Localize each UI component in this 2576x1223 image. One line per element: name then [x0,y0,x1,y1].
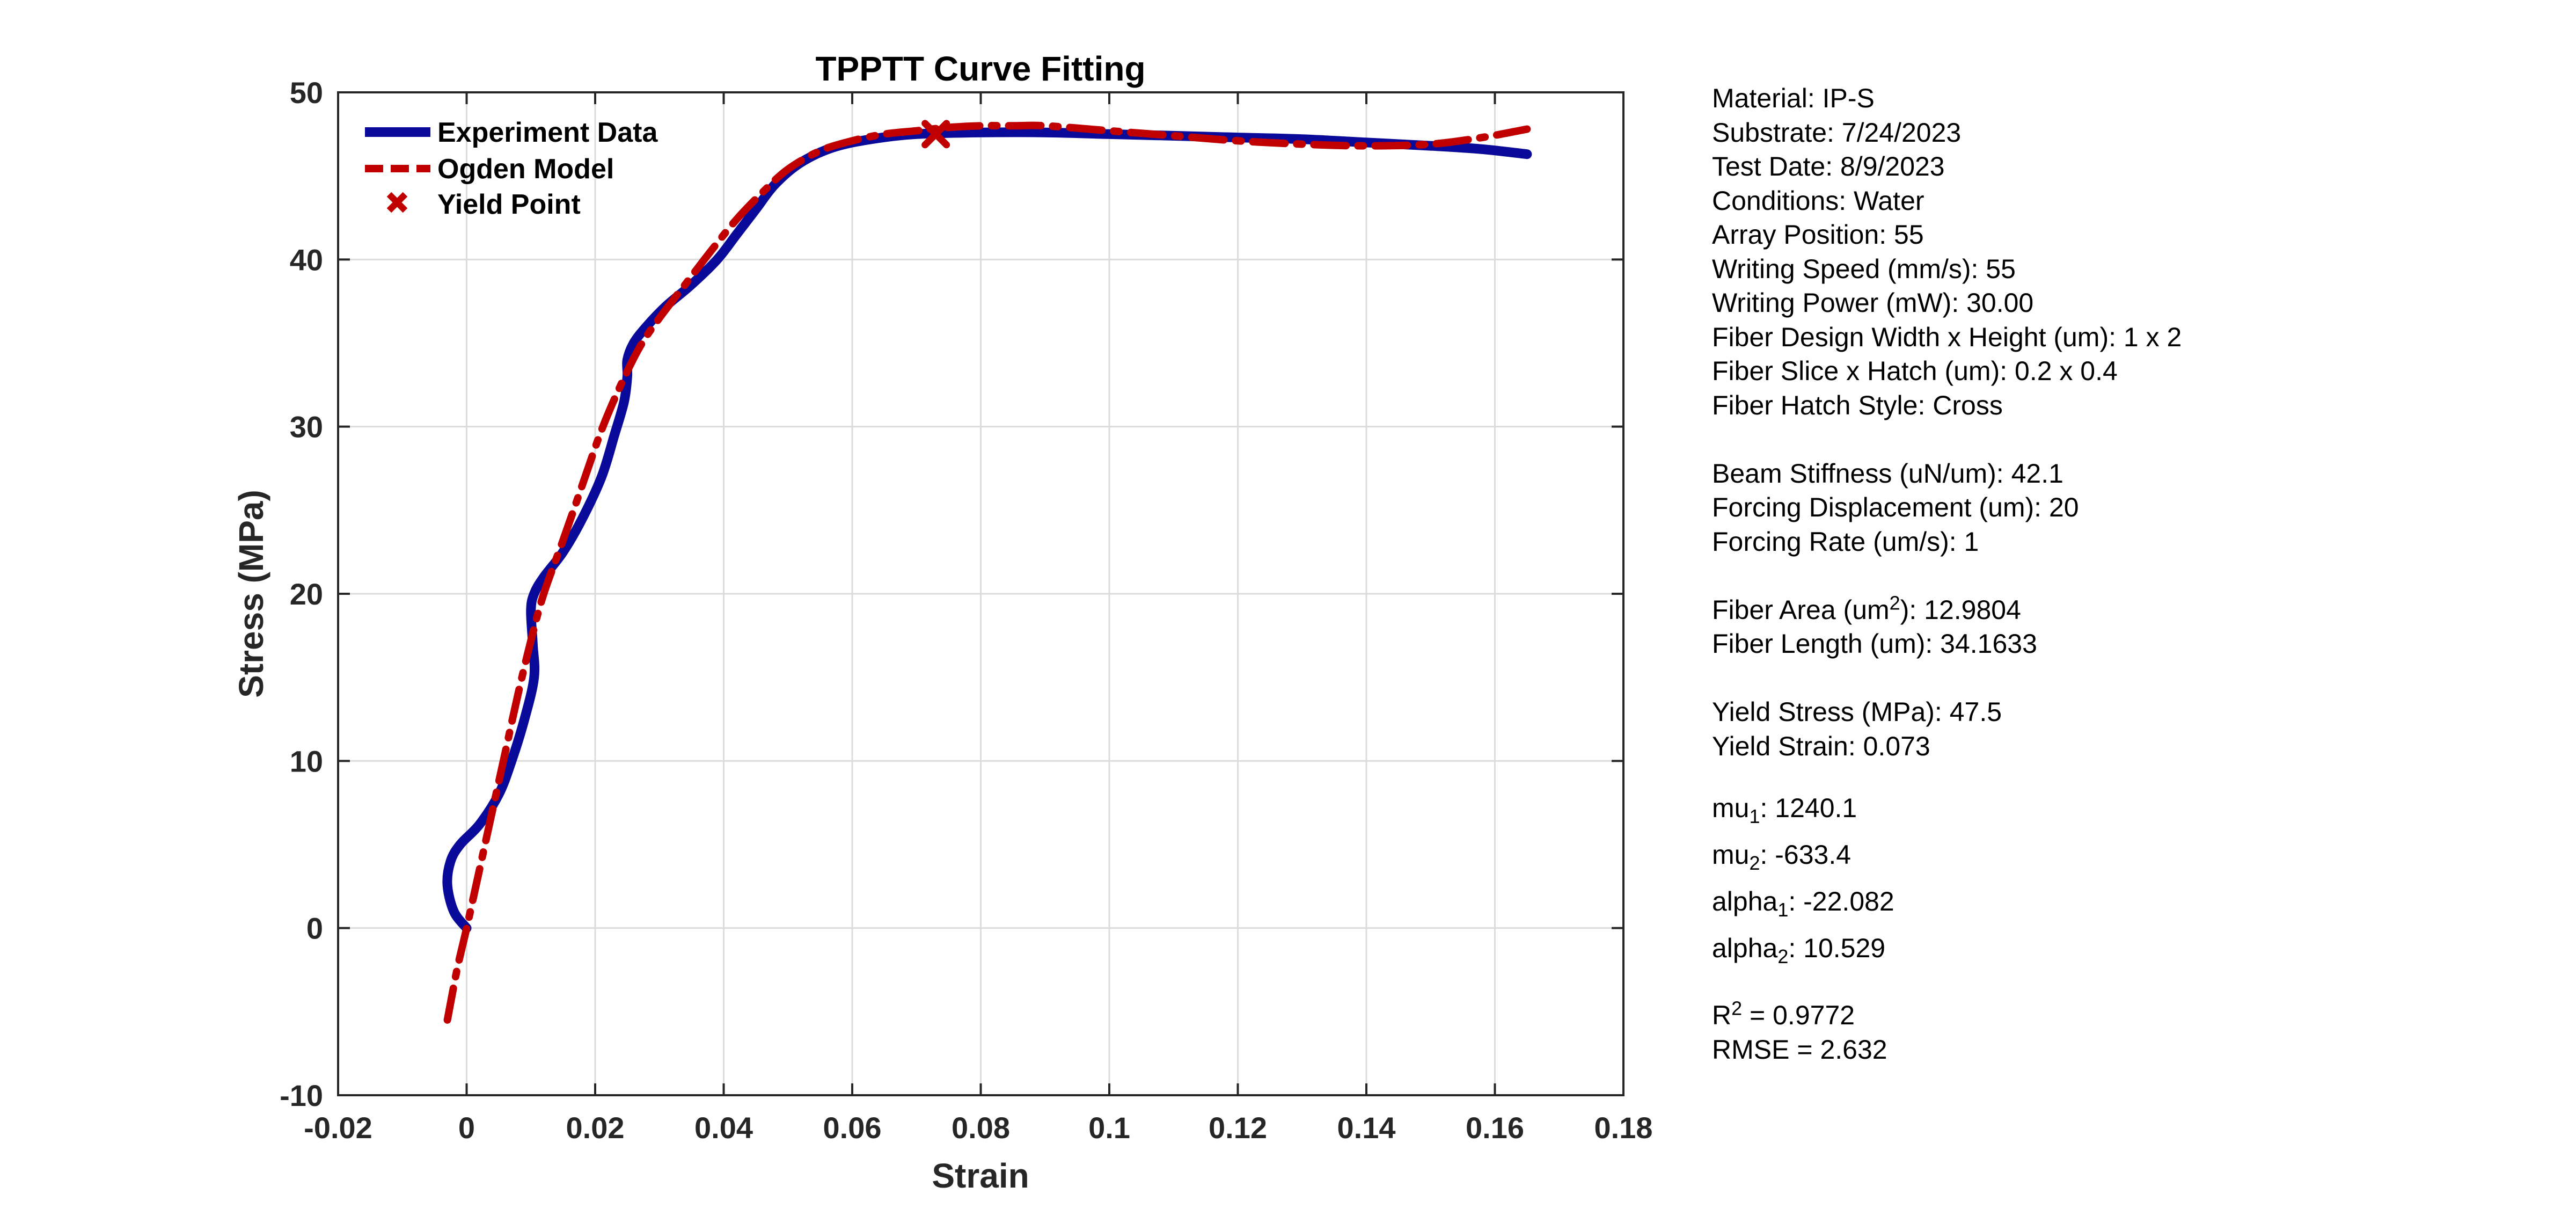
info-alpha1: alpha1: -22.082 [1712,886,1894,921]
x-tick-label: 0.18 [1594,1111,1653,1145]
y-tick-label: 20 [290,577,323,611]
info-array-position: Array Position: 55 [1712,220,1924,250]
info-yield-stress: Yield Stress (MPa): 47.5 [1712,697,2002,727]
legend-marker-yield-point [386,192,408,213]
legend-label-experiment-data: Experiment Data [437,117,658,148]
x-tick-label: 0.04 [694,1111,753,1145]
info-panel: Material: IP-S Substrate: 7/24/2023 Test… [1712,82,2544,1067]
x-tick-label: 0 [458,1111,475,1145]
axis-ticks: -0.02 0 0.02 0.04 0.06 0.08 0.1 0.12 0.14 0.16 0.1… [280,76,1652,1145]
info-fiber-design: Fiber Design Width x Height (um): 1 x 2 [1712,322,2182,352]
info-yield-strain: Yield Strain: 0.073 [1712,731,1930,761]
series-experiment-data [442,127,1532,933]
info-substrate: Substrate: 7/24/2023 [1712,117,1962,148]
x-tick-label: 0.16 [1466,1111,1524,1145]
y-tick-label: 0 [306,912,323,945]
x-axis-title: Strain [932,1156,1029,1195]
y-tick-label: 40 [290,243,323,276]
y-tick-label: 30 [290,410,323,444]
info-material: Material: IP-S [1712,83,1875,113]
legend-label-ogden-model: Ogden Model [437,154,614,185]
x-tick-label: 0.14 [1337,1111,1396,1145]
x-tick-label: 0.08 [952,1111,1010,1145]
info-alpha2: alpha2: 10.529 [1712,933,1886,967]
chart-title: TPPTT Curve Fitting [815,49,1145,88]
info-fiber-hatch-style: Fiber Hatch Style: Cross [1712,390,2003,420]
y-tick-label: -10 [280,1079,323,1112]
y-axis-title: Stress (MPa) [232,490,270,698]
info-writing-speed: Writing Speed (mm/s): 55 [1712,253,2016,284]
x-tick-label: -0.02 [304,1111,372,1145]
info-fiber-area: Fiber Area (um2): 12.9804 [1712,591,2021,625]
info-mu1: mu1: 1240.1 [1712,793,1857,827]
x-tick-label: 0.02 [566,1111,625,1145]
x-tick-label: 0.06 [823,1111,882,1145]
info-beam-stiffness: Beam Stiffness (uN/um): 42.1 [1712,458,2063,489]
info-mu2: mu2: -633.4 [1712,840,1851,874]
y-tick-label: 50 [290,76,323,110]
info-writing-power: Writing Power (mW): 30.00 [1712,288,2034,318]
series-ogden-model [443,121,1531,1024]
info-test-date: Test Date: 8/9/2023 [1712,151,1945,181]
x-tick-label: 0.1 [1088,1111,1130,1145]
info-fiber-length: Fiber Length (um): 34.1633 [1712,629,2037,659]
info-forcing-rate: Forcing Rate (um/s): 1 [1712,526,1979,557]
info-fiber-slice-hatch: Fiber Slice x Hatch (um): 0.2 x 0.4 [1712,356,2118,386]
info-forcing-displacement: Forcing Displacement (um): 20 [1712,492,2079,522]
x-tick-label: 0.12 [1209,1111,1267,1145]
info-rmse: RMSE = 2.632 [1712,1034,1887,1065]
info-r-squared: R2 = 0.9772 [1712,997,1855,1030]
y-tick-label: 10 [290,744,323,778]
legend: Experiment Data Ogden Model Yield Point [365,117,658,220]
yield-point-marker [921,120,950,149]
grid-lines [338,92,1623,1095]
legend-label-yield-point: Yield Point [437,189,581,220]
series-layer [442,120,1532,1024]
info-conditions: Conditions: Water [1712,185,1924,216]
